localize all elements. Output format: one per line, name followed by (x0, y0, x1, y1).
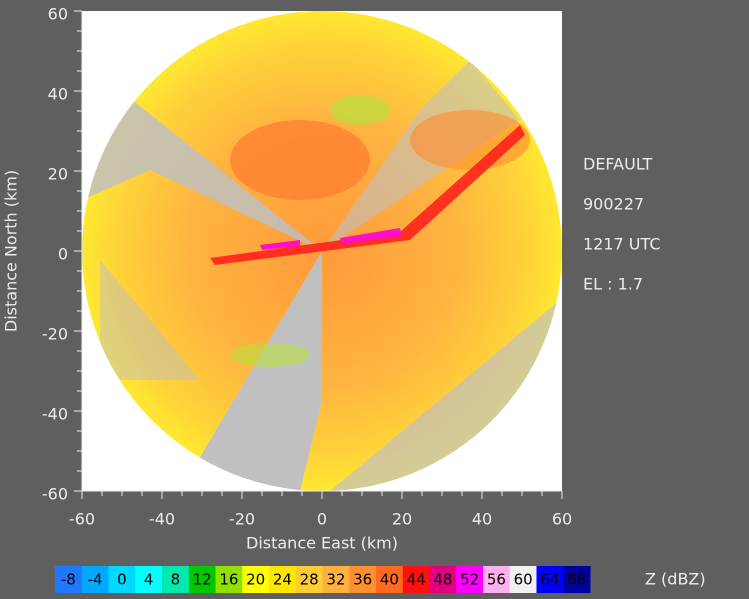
colorbar-tick-label: 56 (487, 571, 506, 589)
colorbar-tick-label: -8 (61, 571, 76, 589)
colorbar-swatch (349, 566, 377, 593)
colorbar-tick-label: 64 (540, 571, 559, 589)
colorbar-swatch (135, 566, 163, 593)
colorbar-tick-label: 48 (433, 571, 452, 589)
colorbar-tick-label: 24 (273, 571, 292, 589)
colorbar-swatch (429, 566, 457, 593)
x-axis-label: Distance East (km) (246, 534, 398, 553)
annotation: 1217 UTC (583, 235, 661, 254)
annotation: EL : 1.7 (583, 275, 643, 294)
y-axis-label: Distance North (km) (2, 170, 21, 332)
colorbar-swatch (509, 566, 537, 593)
y-tick-label: 0 (58, 245, 68, 264)
colorbar-swatch (563, 566, 591, 593)
x-tick-label: -40 (149, 510, 175, 529)
colorbar-swatch (536, 566, 564, 593)
annotation: 900227 (583, 195, 644, 214)
colorbar-tick-label: 32 (326, 571, 345, 589)
y-tick-label: -20 (42, 325, 68, 344)
y-tick-label: 20 (48, 165, 68, 184)
colorbar-swatch (108, 566, 136, 593)
colorbar-label: Z (dBZ) (645, 570, 706, 589)
y-tick-label: -60 (42, 485, 68, 504)
x-tick-label: 60 (552, 510, 572, 529)
x-tick-label: 0 (317, 510, 327, 529)
y-tick-label: 60 (48, 5, 68, 24)
colorbar-swatch (322, 566, 350, 593)
colorbar-swatch (295, 566, 323, 593)
colorbar-swatch (269, 566, 297, 593)
x-tick-label: -20 (229, 510, 255, 529)
radar-field (82, 11, 562, 491)
colorbar-tick-label: 28 (300, 571, 319, 589)
colorbar-tick-label: 16 (219, 571, 238, 589)
colorbar-swatch (215, 566, 243, 593)
colorbar-swatch (402, 566, 430, 593)
colorbar-swatch (376, 566, 404, 593)
x-tick-label: -60 (69, 510, 95, 529)
colorbar-swatch (55, 566, 83, 593)
colorbar-tick-label: 52 (460, 571, 479, 589)
colorbar-swatch (81, 566, 109, 593)
x-tick-label: 40 (472, 510, 492, 529)
x-tick-label: 20 (392, 510, 412, 529)
y-tick-label: 40 (48, 85, 68, 104)
colorbar-tick-label: 36 (353, 571, 372, 589)
colorbar-swatch (188, 566, 216, 593)
annotation: DEFAULT (583, 155, 653, 174)
colorbar-swatch (456, 566, 484, 593)
colorbar-swatch (483, 566, 511, 593)
colorbar-tick-label: 68 (567, 571, 586, 589)
colorbar-tick-label: 60 (514, 571, 533, 589)
colorbar-tick-label: 4 (144, 571, 154, 589)
colorbar-swatch (162, 566, 190, 593)
colorbar-tick-label: 20 (246, 571, 265, 589)
y-tick-label: -40 (42, 405, 68, 424)
colorbar-swatch (242, 566, 270, 593)
colorbar-tick-label: -4 (88, 571, 103, 589)
colorbar-tick-label: 0 (117, 571, 127, 589)
colorbar-tick-label: 12 (193, 571, 212, 589)
colorbar-tick-label: 8 (171, 571, 181, 589)
colorbar-tick-label: 44 (407, 571, 426, 589)
colorbar-tick-label: 40 (380, 571, 399, 589)
